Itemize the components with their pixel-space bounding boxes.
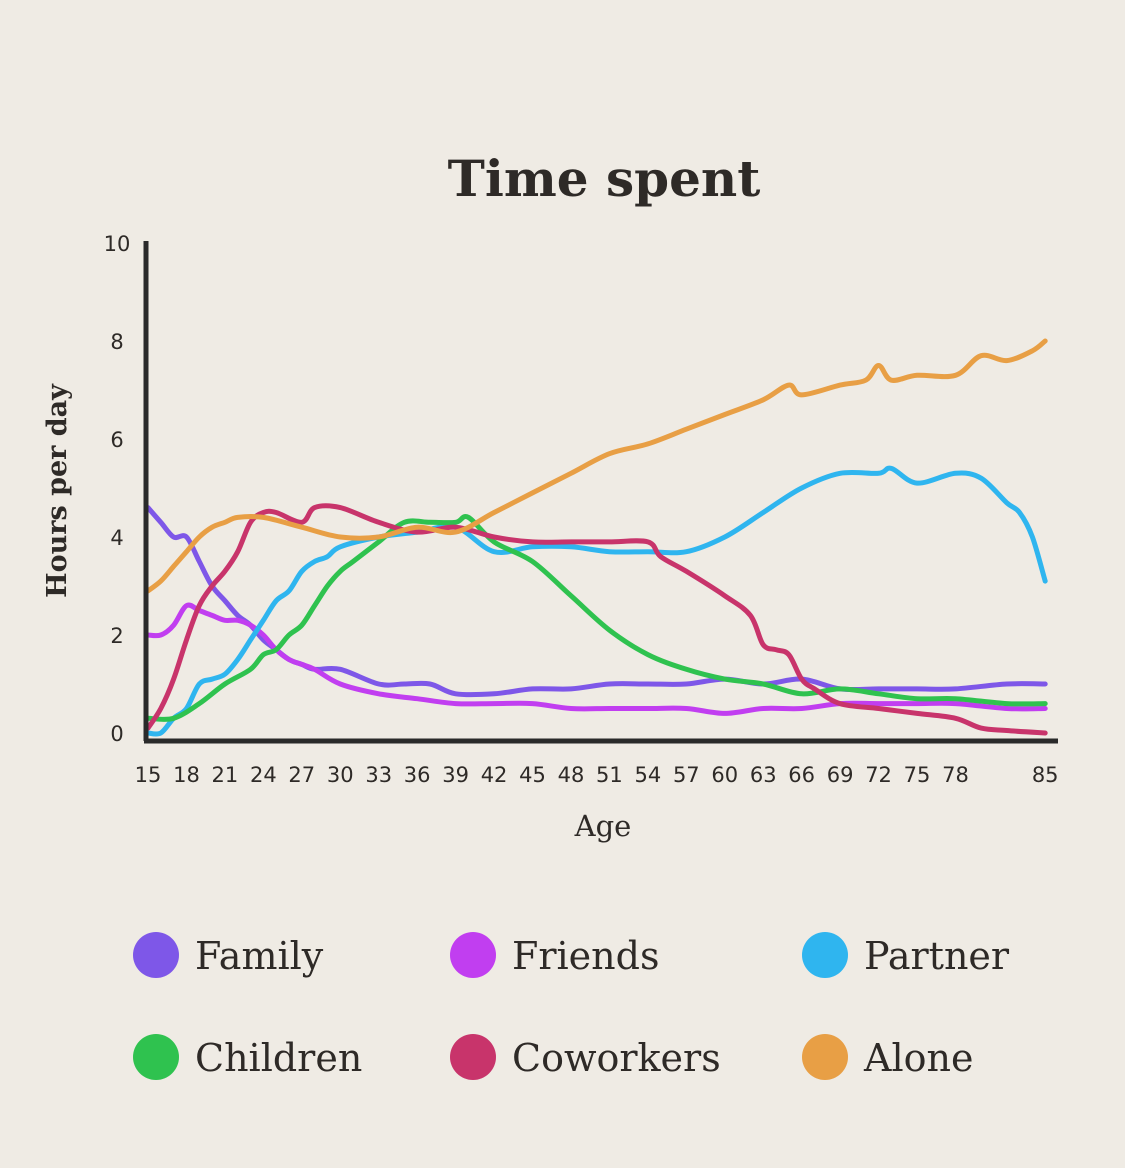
x-axis-label: Age — [574, 809, 632, 843]
legend-swatch-coworkers — [450, 1034, 496, 1080]
legend-item-friends: Friends — [450, 932, 659, 978]
legend-swatch-family — [133, 932, 179, 978]
x-tick-label: 63 — [750, 763, 777, 787]
y-tick-label: 4 — [110, 526, 123, 550]
x-tick-label: 48 — [558, 763, 585, 787]
x-tick-label: 33 — [365, 763, 392, 787]
y-tick-label: 8 — [110, 330, 123, 354]
legend-swatch-partner — [802, 932, 848, 978]
x-tick-label: 66 — [788, 763, 815, 787]
legend: Family Friends Partner Children Coworkers Alo… — [133, 932, 1010, 1080]
legend-label-friends: Friends — [512, 934, 659, 978]
x-axis-ticks: 15 18 21 24 27 30 33 36 39 42 45 48 51 54 57 60 63 66 69 72… — [135, 763, 1059, 787]
legend-label-coworkers: Coworkers — [512, 1036, 721, 1080]
legend-item-partner: Partner — [802, 932, 1010, 978]
x-tick-label: 21 — [212, 763, 239, 787]
y-tick-label: 6 — [110, 428, 123, 452]
y-tick-label: 2 — [110, 624, 123, 648]
legend-item-children: Children — [133, 1034, 362, 1080]
legend-label-partner: Partner — [864, 934, 1010, 978]
series-lines — [145, 338, 1048, 737]
series-line-partner — [145, 465, 1048, 737]
x-tick-label: 45 — [519, 763, 546, 787]
x-tick-label: 57 — [673, 763, 700, 787]
x-tick-label: 72 — [865, 763, 892, 787]
x-tick-label: 36 — [404, 763, 431, 787]
y-axis-ticks: 0 2 4 6 8 10 — [104, 232, 131, 746]
series-line-family — [145, 505, 1048, 698]
x-tick-label: 51 — [596, 763, 623, 787]
legend-item-family: Family — [133, 932, 324, 978]
x-tick-label: 15 — [135, 763, 162, 787]
x-tick-label: 27 — [288, 763, 315, 787]
series-line-alone — [145, 338, 1048, 594]
x-tick-label: 78 — [942, 763, 969, 787]
x-tick-label: 42 — [481, 763, 508, 787]
y-tick-label: 0 — [110, 722, 123, 746]
x-tick-label: 18 — [173, 763, 200, 787]
x-tick-label: 75 — [904, 763, 931, 787]
series-line-children — [145, 514, 1048, 722]
legend-swatch-children — [133, 1034, 179, 1080]
legend-swatch-alone — [802, 1034, 848, 1080]
legend-swatch-friends — [450, 932, 496, 978]
legend-item-coworkers: Coworkers — [450, 1034, 721, 1080]
legend-label-family: Family — [195, 934, 324, 978]
legend-item-alone: Alone — [802, 1034, 973, 1080]
series-line-coworkers — [145, 503, 1048, 736]
legend-label-alone: Alone — [863, 1036, 973, 1080]
series-line-friends — [145, 602, 1048, 716]
x-tick-label: 24 — [250, 763, 277, 787]
x-tick-label: 60 — [711, 763, 738, 787]
x-tick-label: 85 — [1032, 763, 1059, 787]
x-tick-label: 54 — [634, 763, 661, 787]
x-tick-label: 30 — [327, 763, 354, 787]
y-axis-label: Hours per day — [42, 383, 73, 598]
chart-title: Time spent — [448, 149, 761, 208]
x-tick-label: 69 — [827, 763, 854, 787]
legend-label-children: Children — [195, 1036, 362, 1080]
x-tick-label: 39 — [442, 763, 469, 787]
y-tick-label: 10 — [104, 232, 131, 256]
